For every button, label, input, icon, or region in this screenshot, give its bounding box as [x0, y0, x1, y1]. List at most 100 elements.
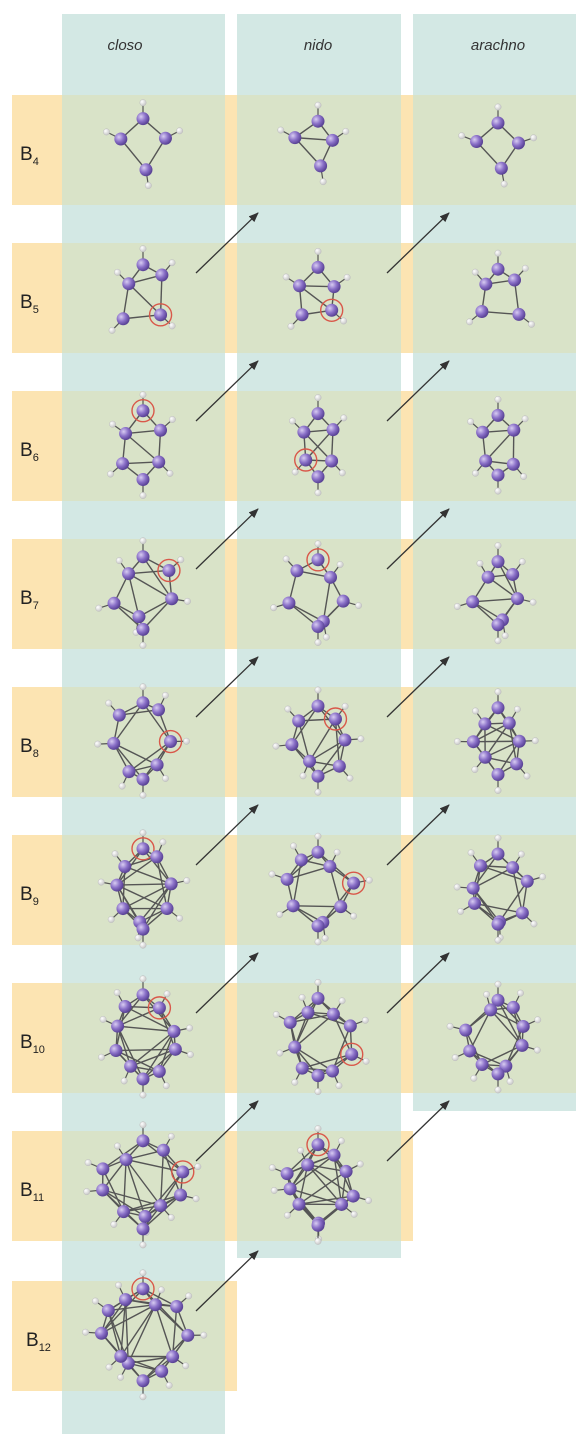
boron-atom — [94, 1326, 108, 1340]
hydrogen-atom — [472, 469, 479, 477]
hydrogen-atom — [314, 101, 322, 109]
removed-vertex-ring — [147, 996, 172, 1020]
hydrogen-atom — [290, 842, 298, 850]
boron-atom — [459, 1023, 473, 1037]
boron-atom — [154, 1199, 168, 1213]
boron-atom — [116, 902, 130, 916]
hydrogen-atom — [167, 1132, 175, 1140]
hydrogen-atom — [341, 702, 349, 710]
boron-atom — [136, 1072, 150, 1086]
cell-r5-c2 — [413, 243, 576, 353]
cell-r5-c1 — [237, 243, 401, 353]
hydrogen-atom — [494, 637, 502, 645]
hydrogen-atom — [451, 1054, 459, 1062]
nido-b5-structure — [282, 247, 351, 330]
hydrogen-atom — [314, 978, 322, 986]
bond — [294, 1046, 333, 1072]
bond — [116, 884, 168, 910]
arrow-closo-to-nido — [195, 508, 259, 570]
hydrogen-atom — [176, 127, 184, 135]
hydrogen-atom — [483, 990, 491, 998]
arachno-b10-structure — [446, 980, 542, 1094]
arrow-closo-to-nido — [195, 804, 259, 866]
bond — [308, 718, 337, 762]
boron-atom — [478, 750, 492, 764]
hydrogen-atom — [105, 699, 113, 707]
hydrogen-atom — [139, 1269, 147, 1277]
removed-vertex-ring — [294, 448, 318, 472]
boron-atom — [479, 277, 493, 291]
boron-atom — [506, 861, 520, 875]
bond — [473, 722, 510, 743]
nido-b8-structure — [272, 686, 365, 796]
arrow-closo-to-nido — [195, 1100, 259, 1162]
hydrogen-atom — [350, 912, 358, 920]
hydrogen-atom — [298, 994, 306, 1001]
bond — [108, 1304, 156, 1312]
hydrogen-atom — [159, 838, 167, 846]
bond — [331, 1025, 351, 1072]
bond — [159, 1150, 165, 1206]
bond — [469, 1009, 492, 1052]
boron-atom — [301, 1005, 315, 1019]
bond — [288, 602, 324, 623]
boron-atom — [326, 1064, 340, 1078]
hydrogen-atom — [268, 1164, 276, 1172]
bond — [101, 1304, 156, 1334]
hydrogen-atom — [108, 326, 116, 334]
hydrogen-atom — [314, 639, 322, 646]
label-b11: B11 — [20, 1180, 44, 1204]
boron-atom — [336, 594, 350, 608]
boron-atom — [311, 407, 325, 421]
hydrogen-atom — [494, 1086, 502, 1094]
bond — [159, 275, 163, 315]
boron-atom — [136, 772, 150, 786]
bond — [474, 902, 523, 914]
hydrogen-atom — [144, 182, 152, 189]
boron-atom — [150, 850, 164, 864]
hydrogen-atom — [333, 848, 341, 856]
hydrogen-atom — [517, 850, 525, 858]
boron-atom — [118, 1000, 132, 1014]
hydrogen-atom — [314, 832, 322, 840]
boron-atom — [293, 279, 307, 293]
hydrogen-atom — [520, 473, 528, 480]
hydrogen-atom — [276, 1049, 284, 1057]
boron-atom — [473, 859, 487, 873]
bond — [298, 720, 311, 762]
hydrogen-atom — [457, 907, 465, 915]
hydrogen-atom — [139, 1393, 147, 1401]
boron-atom — [491, 993, 505, 1007]
hydrogen-atom — [531, 737, 539, 745]
hydrogen-atom — [139, 1091, 147, 1099]
label-b5: B5 — [20, 292, 39, 316]
arrow-closo-to-nido — [195, 952, 259, 1014]
bond — [505, 1026, 524, 1067]
boron-atom — [280, 872, 294, 886]
bond — [122, 883, 172, 910]
hydrogen-atom — [337, 1137, 345, 1145]
boron-atom — [491, 262, 505, 276]
hydrogen-atom — [319, 178, 327, 186]
boron-atom — [152, 1001, 166, 1015]
closo-b5-structure — [108, 245, 176, 334]
boron-atom — [491, 1067, 505, 1081]
cell-r4-c1 — [237, 95, 401, 205]
hydrogen-atom — [270, 604, 278, 612]
header-nido: nido — [304, 37, 332, 54]
bond — [116, 883, 172, 886]
boron-atom — [112, 708, 126, 722]
arrow-closo-to-nido — [195, 212, 259, 274]
closo-b6-structure — [107, 391, 176, 499]
bond — [290, 1013, 334, 1024]
bond — [128, 573, 173, 600]
hydrogen-atom — [185, 1292, 193, 1300]
hydrogen-atom — [322, 633, 330, 641]
boron-atom — [335, 1197, 349, 1211]
boron-atom — [516, 1019, 530, 1033]
arachno-b9-structure — [453, 834, 547, 944]
nido-b6-structure — [289, 394, 348, 497]
boron-atom — [170, 1300, 184, 1314]
hydrogen-atom — [139, 245, 147, 253]
